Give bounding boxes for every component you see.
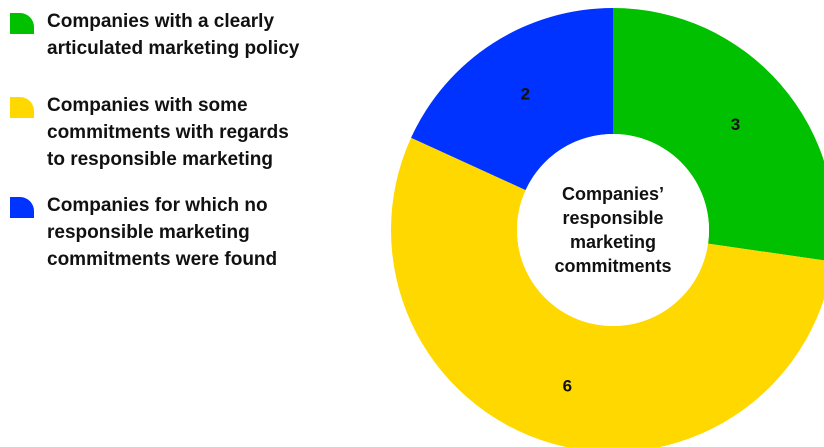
- legend-label-line: articulated marketing policy: [47, 38, 300, 59]
- legend-label-line: Companies with a clearly: [47, 11, 275, 32]
- donut-slice-clear-policy: [613, 8, 824, 261]
- donut-value-labels: 3 6 2: [521, 85, 740, 396]
- center-label-line: marketing: [570, 232, 656, 252]
- legend-label-line: Companies for which no: [47, 195, 268, 216]
- center-label-line: responsible: [562, 208, 663, 228]
- donut-hole: [517, 134, 709, 326]
- center-label-line: Companies’: [562, 184, 664, 204]
- donut-value-label-no-commitments: 2: [521, 85, 530, 104]
- legend-label-no-commitments: Companies for which no responsible marke…: [47, 192, 337, 273]
- donut-slice-no-commitments: [411, 8, 613, 191]
- legend-label-line: to responsible marketing: [47, 149, 273, 170]
- donut-center-label: Companies’ responsible marketing commitment…: [554, 184, 671, 276]
- donut-value-label-clear-policy: 3: [731, 115, 740, 134]
- legend-swatch-blue: [10, 197, 34, 218]
- legend-swatch-yellow: [10, 97, 34, 118]
- center-label-line: commitments: [554, 256, 671, 276]
- legend-label-line: commitments with regards: [47, 122, 289, 143]
- donut-slice-some-commitments: [391, 137, 824, 447]
- legend-label-clear-policy: Companies with a clearly articulated mar…: [47, 8, 337, 62]
- legend-swatch-green: [10, 13, 34, 34]
- legend-label-some-commitments: Companies with some commitments with reg…: [47, 92, 337, 173]
- donut-slices: [391, 8, 824, 447]
- legend-label-line: Companies with some: [47, 95, 248, 116]
- donut-value-label-some-commitments: 6: [563, 376, 572, 395]
- legend-label-line: responsible marketing: [47, 222, 250, 243]
- legend-label-line: commitments were found: [47, 249, 278, 270]
